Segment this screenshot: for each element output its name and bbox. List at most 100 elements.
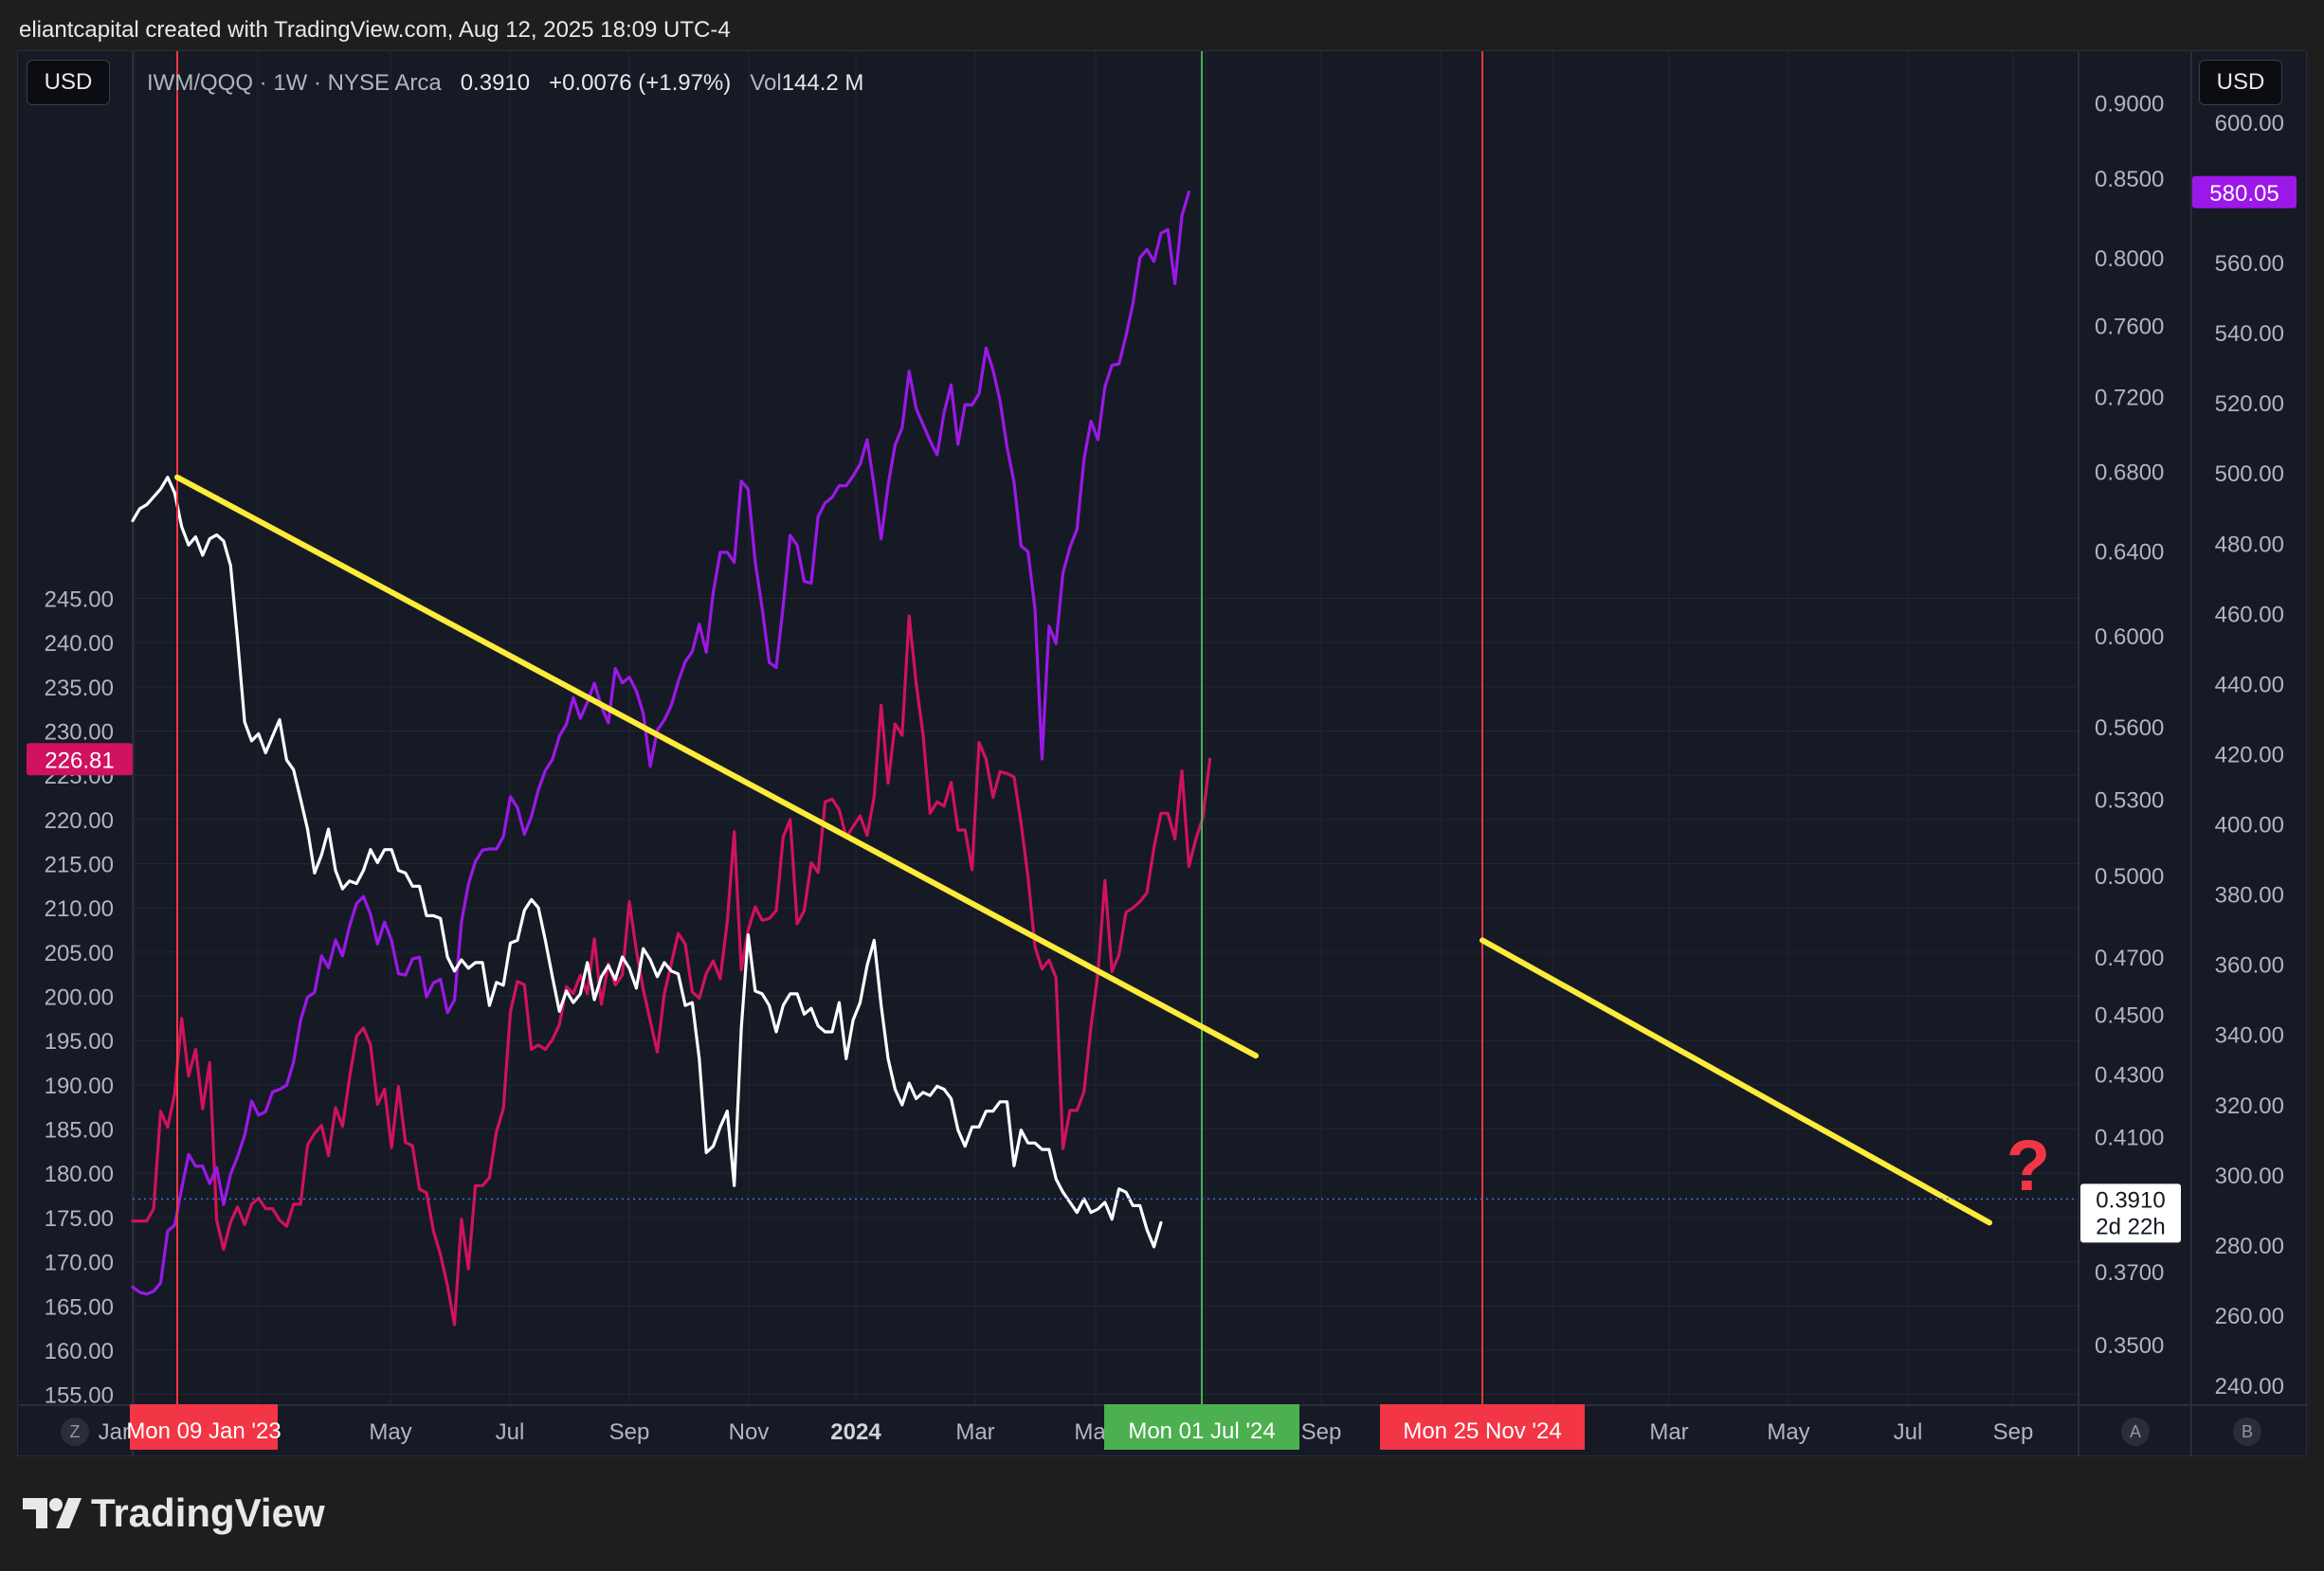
left-axis-tick-label: 215.00: [45, 853, 114, 878]
x-axis-tick-label: 2024: [830, 1419, 881, 1445]
price-change: +0.0076 (+1.97%): [549, 70, 732, 96]
right-axis-tick-label: 540.00: [2215, 321, 2284, 347]
marker-date-label: Mon 25 Nov '24: [1403, 1418, 1561, 1444]
left-axis-tick-label: 210.00: [45, 896, 114, 922]
x-axis-tick-label: Nov: [729, 1419, 770, 1445]
middle-axis-tick-label: 0.5600: [2095, 715, 2164, 741]
middle-axis-tick-label: 0.4100: [2095, 1125, 2164, 1150]
right-axis-tick-label: 420.00: [2215, 742, 2284, 767]
middle-axis-tick-label: 0.3700: [2095, 1260, 2164, 1286]
left-axis-tick-label: 195.00: [45, 1029, 114, 1055]
middle-axis-tick-label: 0.7600: [2095, 314, 2164, 339]
series-line-iwm-qqq: [131, 476, 1163, 1249]
ratio-price-label-bg: [2080, 1183, 2181, 1243]
a-button[interactable]: A: [2121, 1418, 2150, 1446]
series-line-iwm: [131, 614, 1212, 1327]
right-axis-tick-label: 280.00: [2215, 1234, 2284, 1259]
left-axis-tick-label: 160.00: [45, 1339, 114, 1364]
grid-layer: [17, 51, 2307, 1455]
left-axis-tick-label: 245.00: [45, 587, 114, 612]
qqq-price-label-bg: [2192, 175, 2297, 208]
right-axis-tick-label: 360.00: [2215, 953, 2284, 979]
x-axis-tick-label: May: [369, 1419, 411, 1445]
middle-axis-tick-label: 0.8000: [2095, 246, 2164, 272]
middle-axis-tick-label: 0.4300: [2095, 1062, 2164, 1088]
left-axis-tick-label: 155.00: [45, 1383, 114, 1409]
left-axis-tick-label: 205.00: [45, 941, 114, 966]
right-currency-button[interactable]: USD: [2199, 60, 2282, 105]
ratio-price-label: 0.3910: [2096, 1187, 2165, 1213]
volume-label: Vol: [750, 70, 782, 96]
right-axis-tick-label: 480.00: [2215, 532, 2284, 557]
x-axis-tick-label: Sep: [1993, 1419, 2034, 1445]
right-axis-tick-label: 520.00: [2215, 391, 2284, 417]
middle-axis-tick-label: 0.6000: [2095, 624, 2164, 650]
right-axis-tick-label: 400.00: [2215, 813, 2284, 839]
x-axis-tick-label: Mar: [955, 1419, 994, 1445]
x-axis-tick-label: Sep: [609, 1419, 650, 1445]
left-currency-button[interactable]: USD: [27, 60, 110, 105]
attribution-header: eliantcapital created with TradingView.c…: [19, 17, 731, 43]
marker-date-label: Mon 01 Jul '24: [1128, 1418, 1275, 1444]
series-layer: [131, 190, 1212, 1327]
series-line-qqq: [131, 190, 1191, 1296]
right-axis-tick-label: 380.00: [2215, 883, 2284, 909]
last-price: 0.3910: [460, 70, 531, 96]
right-axis-tick-label: 260.00: [2215, 1304, 2284, 1329]
right-axis-tick-label: 240.00: [2215, 1374, 2284, 1399]
middle-axis-tick-label: 0.7200: [2095, 385, 2164, 410]
x-axis-tick-label: May: [1767, 1419, 1809, 1445]
left-axis-tick-label: 175.00: [45, 1206, 114, 1232]
question-mark: ?: [2006, 1126, 2050, 1206]
x-axis-tick-label: Mar: [1649, 1419, 1688, 1445]
qqq-price-label: 580.05: [2209, 181, 2279, 207]
iwm-price-label: 226.81: [45, 748, 114, 773]
middle-axis-tick-label: 0.5300: [2095, 787, 2164, 813]
middle-axis-tick-label: 0.6800: [2095, 460, 2164, 486]
annotation-layer: ?: [133, 51, 2078, 1404]
middle-axis-tick-label: 0.6400: [2095, 540, 2164, 566]
left-axis-tick-label: 180.00: [45, 1162, 114, 1187]
middle-axis-tick-label: 0.3500: [2095, 1333, 2164, 1359]
trendline-2: [1480, 937, 1992, 1226]
ratio-countdown-label: 2d 22h: [2096, 1214, 2165, 1239]
middle-axis-tick-label: 0.4500: [2095, 1002, 2164, 1028]
z-button[interactable]: Z: [61, 1418, 89, 1446]
right-axis-tick-label: 600.00: [2215, 111, 2284, 136]
marker-date-label-bg: [130, 1404, 278, 1450]
tradingview-logo-icon: [23, 1498, 82, 1528]
right-axis-tick-label: 500.00: [2215, 461, 2284, 487]
middle-axis-tick-label: 0.8500: [2095, 167, 2164, 192]
left-axis-tick-label: 170.00: [45, 1251, 114, 1276]
left-axis-tick-label: 230.00: [45, 719, 114, 745]
right-axis-tick-label: 460.00: [2215, 602, 2284, 627]
left-axis-tick-label: 165.00: [45, 1294, 114, 1320]
b-button[interactable]: B: [2233, 1418, 2261, 1446]
marker-date-label-bg: [1104, 1404, 1299, 1450]
x-axis-tick-label: Sep: [1301, 1419, 1342, 1445]
right-axis-tick-label: 300.00: [2215, 1164, 2284, 1189]
right-axis-tick-label: 320.00: [2215, 1093, 2284, 1119]
left-axis-tick-label: 235.00: [45, 676, 114, 701]
right-axis-tick-label: 340.00: [2215, 1023, 2284, 1049]
left-axis-tick-label: 185.00: [45, 1118, 114, 1144]
right-axis-tick-label: 560.00: [2215, 251, 2284, 277]
brand-name: TradingView: [91, 1490, 325, 1535]
volume-value: 144.2 M: [781, 70, 864, 96]
right-axis-tick-label: 440.00: [2215, 672, 2284, 697]
middle-axis-tick-label: 0.5000: [2095, 864, 2164, 890]
middle-axis-tick-label: 0.4700: [2095, 946, 2164, 971]
symbol-name: IWM/QQQ · 1W · NYSE Arca: [147, 70, 442, 96]
trendline-1: [174, 474, 1259, 1059]
tradingview-logo[interactable]: TradingView: [23, 1490, 325, 1536]
left-axis-tick-label: 200.00: [45, 985, 114, 1011]
marker-date-label-bg: [1380, 1404, 1585, 1450]
left-axis-tick-label: 220.00: [45, 808, 114, 834]
x-axis-tick-label: Jul: [496, 1419, 525, 1445]
symbol-legend[interactable]: IWM/QQQ · 1W · NYSE Arca 0.3910 +0.0076 …: [147, 70, 863, 97]
marker-date-label: Mon 09 Jan '23: [126, 1418, 281, 1444]
axes-layer: 245.00240.00235.00230.00225.00220.00215.…: [45, 92, 2284, 1445]
left-axis-tick-label: 240.00: [45, 631, 114, 657]
